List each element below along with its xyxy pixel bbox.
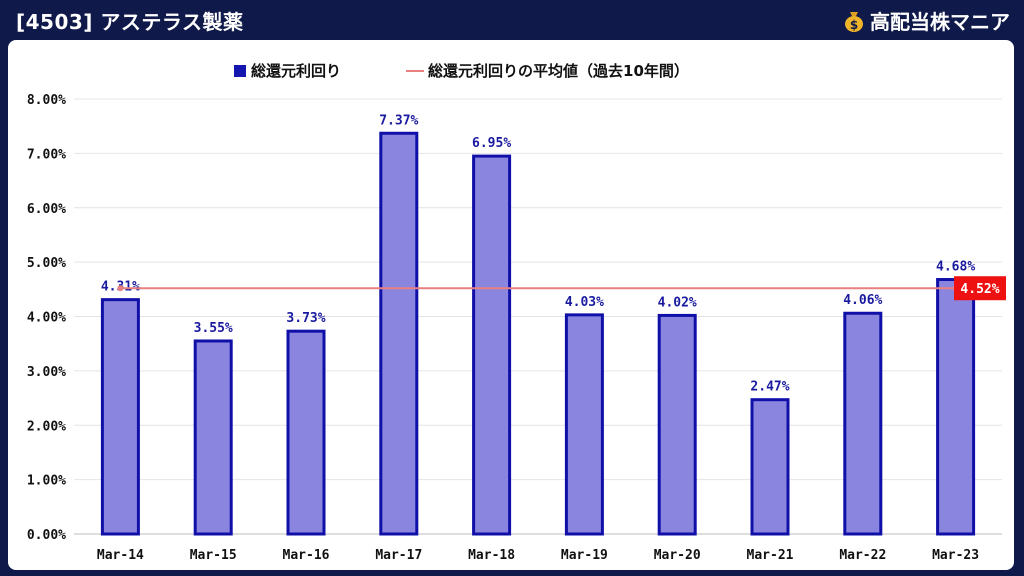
y-axis: 0.00% 1.00% 2.00% 3.00% 4.00% 5.00% 6.00% 7.00%…: [27, 93, 66, 543]
data-label: 4.68%: [936, 260, 975, 275]
bar: [193, 339, 233, 536]
bars: [100, 131, 976, 536]
y-tick-label: 3.00%: [27, 365, 66, 380]
data-label: 4.02%: [658, 295, 697, 310]
data-label: 6.95%: [472, 136, 511, 151]
brand: $ 高配当株マニア: [844, 6, 1010, 35]
legend-series-label: 総還元利回り: [251, 62, 341, 80]
x-tick-label: Mar-17: [375, 548, 422, 563]
y-tick-label: 7.00%: [27, 147, 66, 162]
data-label: 7.37%: [379, 113, 418, 128]
money-bag-icon: $: [844, 10, 864, 32]
y-tick-label: 0.00%: [27, 528, 66, 543]
data-label: 4.06%: [843, 293, 882, 308]
x-tick-label: Mar-23: [932, 548, 979, 563]
x-tick-label: Mar-15: [190, 548, 237, 563]
x-axis: Mar-14 Mar-15 Mar-16 Mar-17 Mar-18 Mar-19 Mar-…: [97, 548, 979, 563]
brand-name: 高配当株マニア: [870, 10, 1010, 34]
chart-panel: 総還元利回り 総還元利回りの平均値（過去10年間） 0.00% 1.00% 2.00…: [8, 40, 1014, 570]
bar: [936, 278, 976, 536]
average-line-group: 4.52%: [117, 276, 1006, 301]
x-tick-label: Mar-21: [747, 548, 794, 563]
average-badge: [954, 276, 1006, 301]
y-tick-label: 2.00%: [27, 419, 66, 434]
x-tick-label: Mar-16: [283, 548, 330, 563]
x-tick-label: Mar-22: [839, 548, 886, 563]
x-tick-label: Mar-19: [561, 548, 608, 563]
bar: [564, 313, 604, 536]
y-tick-label: 4.00%: [27, 311, 66, 326]
bar: [472, 154, 512, 536]
legend-avg-label: 総還元利回りの平均値（過去10年間）: [428, 62, 689, 80]
data-label: 3.55%: [194, 321, 233, 336]
x-tick-label: Mar-18: [468, 548, 515, 563]
average-line-start-marker: [117, 285, 124, 292]
y-tick-label: 6.00%: [27, 202, 66, 217]
bar: [750, 398, 790, 536]
data-labels: 4.31%3.55%3.73%7.37%6.95%4.03%4.02%2.47%…: [101, 113, 976, 394]
svg-text:$: $: [850, 18, 858, 32]
bar: [843, 311, 883, 536]
bar: [100, 298, 140, 536]
bar: [286, 329, 326, 536]
x-tick-label: Mar-20: [654, 548, 701, 563]
bar: [379, 131, 419, 536]
x-tick-label: Mar-14: [97, 548, 144, 563]
legend: 総還元利回り 総還元利回りの平均値（過去10年間）: [234, 62, 689, 80]
bar: [657, 313, 697, 536]
legend-bar-swatch: [234, 65, 246, 77]
data-label: 3.73%: [286, 311, 325, 326]
y-tick-label: 5.00%: [27, 256, 66, 271]
bar-chart: 総還元利回り 総還元利回りの平均値（過去10年間） 0.00% 1.00% 2.00…: [27, 62, 1006, 563]
average-label: 4.52%: [960, 282, 999, 297]
header-bar: [4503] アステラス製薬 $ 高配当株マニア: [0, 0, 1024, 40]
data-label: 2.47%: [750, 380, 789, 395]
y-tick-label: 8.00%: [27, 93, 66, 108]
y-tick-label: 1.00%: [27, 474, 66, 489]
data-label: 4.03%: [565, 295, 604, 310]
chart-title: [4503] アステラス製薬: [16, 10, 244, 34]
